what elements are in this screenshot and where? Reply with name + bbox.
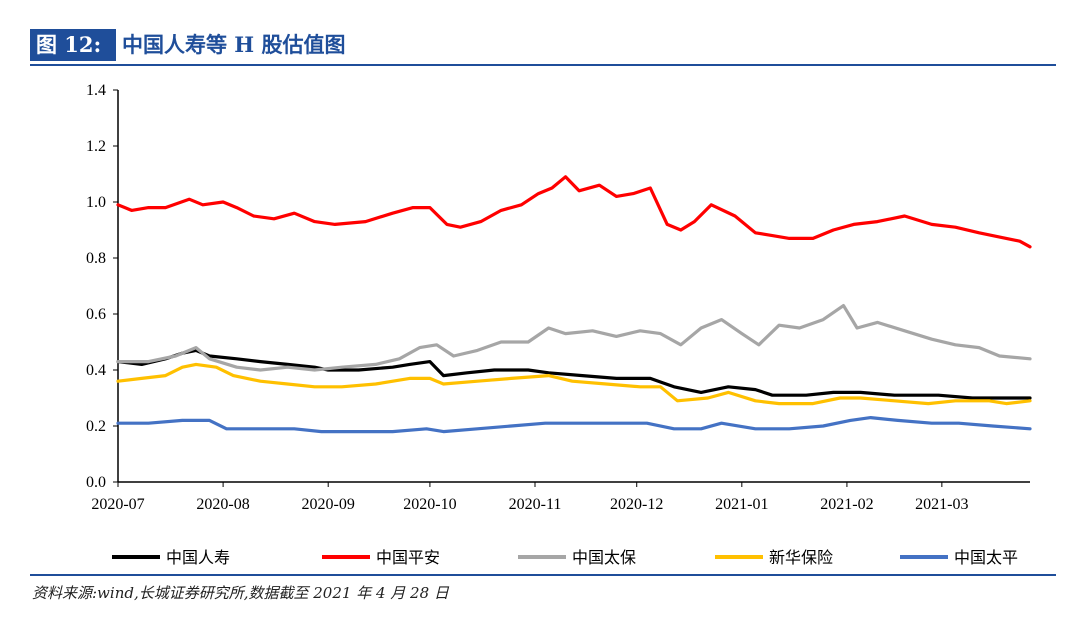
chart-series (116, 175, 1032, 434)
x-tick-label: 2020-10 (403, 496, 456, 513)
x-tick-label: 2020-11 (509, 496, 562, 513)
y-tick-label: 0.2 (86, 418, 106, 435)
figure-number: 图 12: (30, 29, 116, 61)
x-tick-label: 2020-07 (91, 496, 144, 513)
x-tick-label: 2021-03 (915, 496, 968, 513)
x-tick-label: 2020-12 (610, 496, 663, 513)
y-tick-label: 1.4 (86, 82, 106, 99)
legend-item: 中国太平 (900, 548, 1018, 567)
y-tick-label: 0.4 (86, 362, 106, 379)
y-tick-label: 1.2 (86, 138, 106, 155)
header-rule (30, 64, 1056, 66)
legend-label: 中国太平 (954, 548, 1018, 567)
legend-label: 中国太保 (572, 548, 636, 567)
series-line (116, 348, 1032, 400)
source-note: 资料来源:wind,长城证券研究所,数据截至 2021 年 4 月 28 日 (32, 584, 449, 602)
y-tick-label: 0.0 (86, 474, 106, 491)
series-line (116, 304, 1032, 372)
series-line (116, 362, 1032, 406)
y-tick-label: 0.6 (86, 306, 106, 323)
footer-rule (30, 574, 1056, 576)
legend-item: 中国人寿 (112, 548, 230, 567)
x-tick-label: 2021-02 (820, 496, 873, 513)
legend-item: 新华保险 (715, 548, 833, 567)
series-line (116, 416, 1032, 434)
x-tick-label: 2020-08 (196, 496, 249, 513)
chart-legend: 中国人寿 中国平安 中国太保 新华保险 中国太平 (112, 548, 1018, 567)
legend-item: 中国平安 (322, 548, 440, 567)
legend-label: 中国平安 (376, 548, 440, 567)
legend-item: 中国太保 (518, 548, 636, 567)
chart-axes: 0.0 0.2 0.4 0.6 0.8 1.0 1.2 1.4 2020-07 2020-08 20… (86, 82, 1030, 513)
y-tick-label: 1.0 (86, 194, 106, 211)
series-line (116, 175, 1032, 249)
x-tick-label: 2021-01 (715, 496, 768, 513)
figure-title: 中国人寿等 H 股估值图 (122, 32, 346, 57)
legend-label: 中国人寿 (166, 548, 230, 567)
figure-header: 图 12: 中国人寿等 H 股估值图 (30, 26, 1056, 66)
legend-label: 新华保险 (769, 548, 833, 567)
y-tick-label: 0.8 (86, 250, 106, 267)
x-tick-label: 2020-09 (302, 496, 355, 513)
